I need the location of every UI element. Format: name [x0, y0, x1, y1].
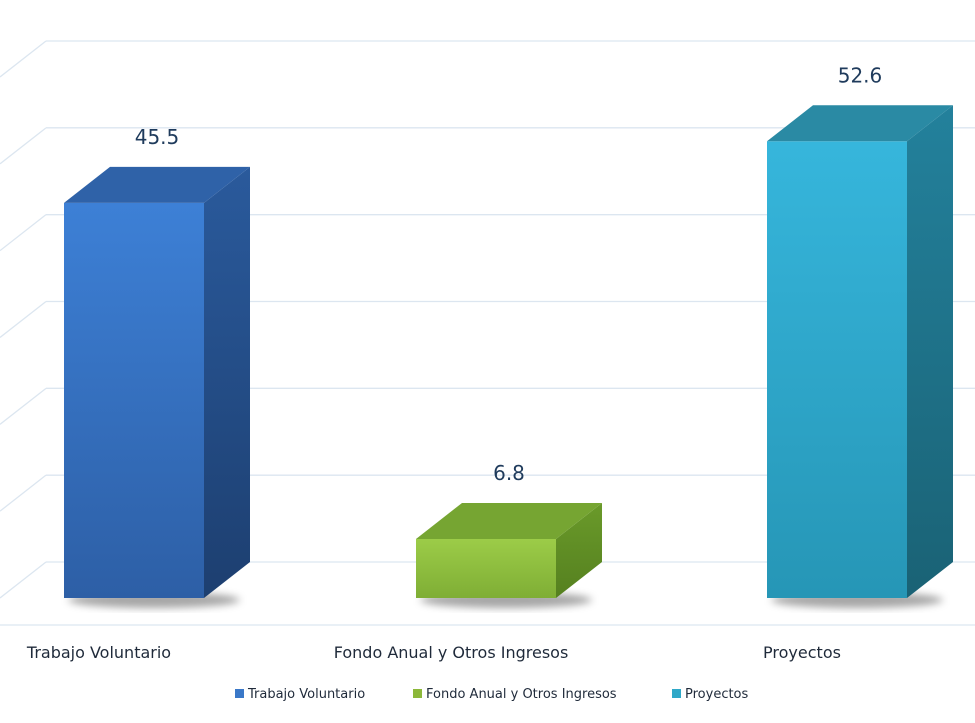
category-label: Fondo Anual y Otros Ingresos: [334, 643, 569, 662]
legend-item: Fondo Anual y Otros Ingresos: [413, 687, 617, 702]
bar-2: [416, 502, 602, 608]
category-label: Proyectos: [763, 643, 841, 662]
bar-3: [767, 105, 953, 608]
bars: [64, 105, 953, 608]
legend-label: Proyectos: [685, 687, 749, 702]
legend-swatch: [235, 689, 244, 698]
bar-1: [64, 166, 250, 608]
data-label: 6.8: [493, 461, 525, 485]
legend-item: Trabajo Voluntario: [235, 687, 365, 702]
legend: Trabajo Voluntario Fondo Anual y Otros In…: [235, 687, 749, 702]
data-label: 52.6: [838, 63, 883, 87]
category-axis: Trabajo Voluntario Fondo Anual y Otros In…: [26, 643, 841, 662]
legend-swatch: [413, 689, 422, 698]
legend-swatch: [672, 689, 681, 698]
data-labels: 45.5 6.8 52.6: [135, 63, 883, 485]
category-label: Trabajo Voluntario: [26, 643, 171, 662]
gridline: [0, 40, 975, 78]
legend-label: Fondo Anual y Otros Ingresos: [426, 687, 617, 702]
legend-item: Proyectos: [672, 687, 749, 702]
legend-label: Trabajo Voluntario: [247, 687, 365, 702]
data-label: 45.5: [135, 125, 180, 149]
